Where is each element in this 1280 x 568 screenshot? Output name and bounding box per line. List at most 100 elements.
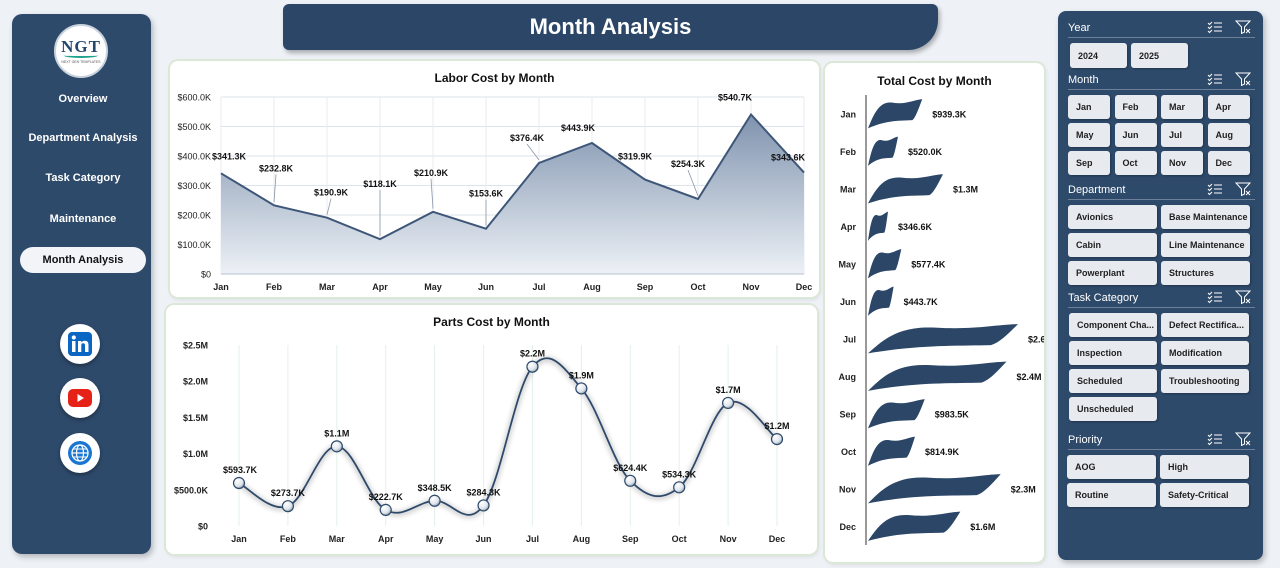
slicer-item[interactable]: Troubleshooting <box>1161 369 1249 393</box>
data-point <box>673 481 686 494</box>
x-tick-label: Oct <box>690 282 705 292</box>
nav-maintenance[interactable]: Maintenance <box>20 206 146 232</box>
y-tick-label: Oct <box>841 447 856 457</box>
data-label: $210.9K <box>414 168 449 178</box>
chart-title: Total Cost by Month <box>877 74 992 88</box>
slicer-item[interactable]: Routine <box>1067 483 1156 507</box>
y-tick-label: $2.0M <box>183 377 208 387</box>
clear-filter-icon[interactable] <box>1235 72 1251 86</box>
slicer-item[interactable]: Structures <box>1161 261 1250 285</box>
slicer-item[interactable]: Aug <box>1207 123 1250 147</box>
parts-cost-chart-panel: Parts Cost by Month $0 $500.0K $1.0M $1.5M $… <box>166 305 817 554</box>
data-label: $1.2M <box>764 421 789 431</box>
data-point <box>281 500 295 513</box>
slicer-item[interactable]: May <box>1068 123 1110 147</box>
slicer-item[interactable]: Unscheduled <box>1069 397 1157 421</box>
x-tick-label: Jan <box>231 534 247 544</box>
x-tick-label: Aug <box>583 282 601 292</box>
total-cost-chart: Jan $939.3K Feb $520.0K Mar $1.3M Apr $346.6K Ma… <box>838 95 1044 545</box>
nav-overview[interactable]: Overview <box>20 86 146 112</box>
bar <box>868 211 888 241</box>
data-label: $577.4K <box>911 259 946 269</box>
slicer-item[interactable]: Powerplant <box>1068 261 1157 285</box>
multi-select-icon[interactable] <box>1207 432 1223 446</box>
bar <box>868 286 894 316</box>
multi-select-icon[interactable] <box>1207 290 1223 304</box>
slicer-item[interactable]: Scheduled <box>1069 369 1157 393</box>
series-line <box>238 357 778 516</box>
bar <box>868 361 1007 391</box>
slicer-title: Year <box>1068 22 1091 34</box>
data-label: $2.3M <box>1011 484 1036 494</box>
labor-cost-chart: $0 $100.0K $200.0K $300.0K $400.0K $500.0K $60… <box>177 92 812 292</box>
multi-select-icon[interactable] <box>1207 72 1223 86</box>
y-tick-label: Sep <box>839 409 856 419</box>
slicer-item[interactable]: AOG <box>1067 455 1156 479</box>
slicer-item[interactable]: Dec <box>1207 151 1250 175</box>
y-tick-label: Dec <box>839 522 856 532</box>
slicer-item[interactable]: Modification <box>1161 341 1249 365</box>
y-tick-label: Feb <box>840 147 857 157</box>
slicer-item[interactable]: Component Cha... <box>1069 313 1157 337</box>
slicer-item[interactable]: Nov <box>1161 151 1203 175</box>
slicer-item[interactable]: Jul <box>1161 123 1203 147</box>
data-label: $222.7K <box>369 492 404 502</box>
chart-title: Parts Cost by Month <box>433 315 550 329</box>
x-tick-label: Jul <box>526 534 539 544</box>
x-tick-label: Apr <box>372 282 388 292</box>
slicer-item[interactable]: Line Maintenance <box>1161 233 1250 257</box>
slicer-item[interactable]: Safety-Critical <box>1160 483 1249 507</box>
slicer-item[interactable]: Jun <box>1114 123 1157 147</box>
clear-filter-icon[interactable] <box>1235 290 1251 304</box>
nav-task-category[interactable]: Task Category <box>20 165 146 191</box>
slicer-item[interactable]: Sep <box>1068 151 1110 175</box>
logo-subtitle: NEXT GEN TEMPLATES <box>61 60 101 64</box>
youtube-icon <box>68 389 92 407</box>
data-label: $534.3K <box>662 469 697 479</box>
clear-filter-icon[interactable] <box>1235 20 1251 34</box>
slicer-item[interactable]: Oct <box>1114 151 1157 175</box>
youtube-button[interactable] <box>60 378 100 418</box>
data-label: $2.4M <box>1016 372 1041 382</box>
y-tick-label: $500.0K <box>174 485 209 495</box>
nav-month-analysis[interactable]: Month Analysis <box>20 247 146 273</box>
logo-text: NGT <box>61 37 101 56</box>
bar <box>868 474 1001 504</box>
parts-cost-chart: $0 $500.0K $1.0M $1.5M $2.0M $2.5M Jan Feb Mar Ap… <box>174 341 790 545</box>
slicer-item[interactable]: Feb <box>1114 95 1157 119</box>
bar <box>868 249 902 279</box>
clear-filter-icon[interactable] <box>1235 432 1251 446</box>
slicer-item[interactable]: Base Maintenance <box>1161 205 1250 229</box>
slicer-item[interactable]: Jan <box>1068 95 1110 119</box>
clear-filter-icon[interactable] <box>1235 182 1251 196</box>
nav-department-analysis[interactable]: Department Analysis <box>20 125 146 151</box>
website-button[interactable] <box>60 433 100 473</box>
slicer-item[interactable]: High <box>1160 455 1249 479</box>
y-tick-label: Aug <box>839 372 857 382</box>
y-tick-label: $300.0K <box>177 181 211 191</box>
slicer-item[interactable]: 2024 <box>1070 43 1127 68</box>
multi-select-icon[interactable] <box>1207 182 1223 196</box>
slicer-item[interactable]: Avionics <box>1068 205 1157 229</box>
x-tick-label: Sep <box>622 534 639 544</box>
y-tick-label: $500.0K <box>177 122 211 132</box>
nav-label: Month Analysis <box>42 254 124 266</box>
linkedin-button[interactable] <box>60 324 100 364</box>
slicer-item[interactable]: Inspection <box>1069 341 1157 365</box>
slicer-item[interactable]: Apr <box>1207 95 1250 119</box>
data-point <box>428 494 441 507</box>
x-tick-label: Nov <box>720 534 737 544</box>
bar <box>868 436 916 466</box>
slicer-item[interactable]: Mar <box>1161 95 1203 119</box>
y-tick-label: $2.5M <box>183 341 208 351</box>
data-point <box>624 474 637 487</box>
nav-label: Overview <box>58 93 108 105</box>
nav-label: Department Analysis <box>28 132 138 144</box>
bar <box>868 99 923 129</box>
multi-select-icon[interactable] <box>1207 20 1223 34</box>
page-title: Month Analysis <box>529 14 692 39</box>
slicer-item[interactable]: Cabin <box>1068 233 1157 257</box>
data-label: $376.4K <box>510 133 545 143</box>
slicer-item[interactable]: 2025 <box>1131 43 1188 68</box>
slicer-item[interactable]: Defect Rectifica... <box>1161 313 1249 337</box>
